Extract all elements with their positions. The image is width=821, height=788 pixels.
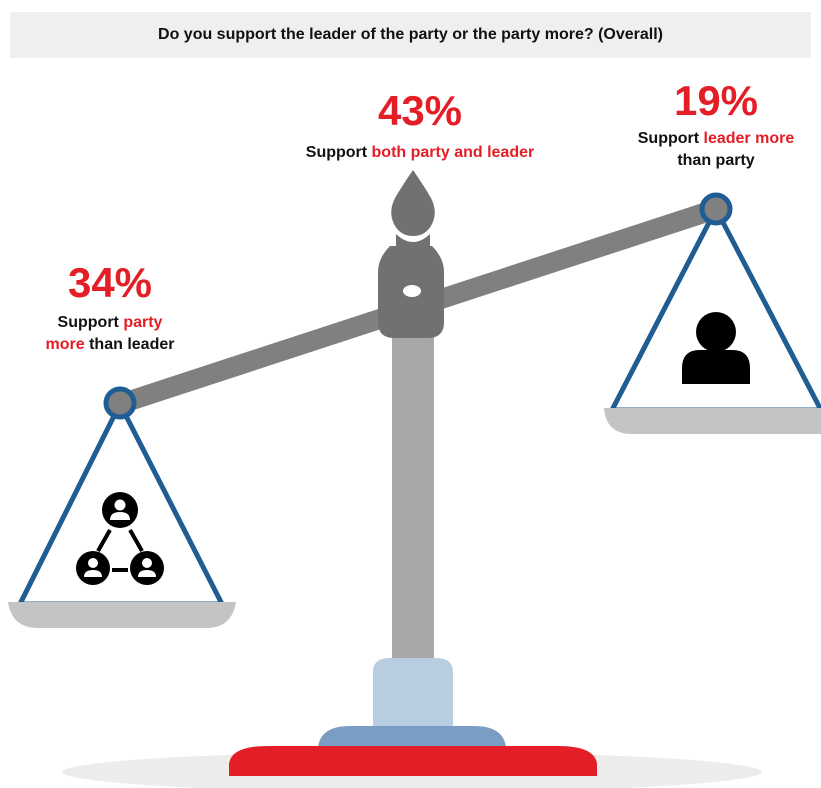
label-party-line2: more than leader: [45, 336, 175, 354]
scale-base-red: [229, 746, 597, 776]
scale-pillar: [392, 330, 434, 675]
scale-neck: [396, 234, 430, 250]
callout-both: 43% Support both party and leader: [230, 90, 610, 164]
scale-finial: [391, 170, 435, 236]
callout-leader: 19% Support leader more than party: [611, 80, 821, 173]
group-network-icon: [76, 492, 164, 585]
label-leader-line2: than party: [677, 152, 755, 170]
label-party: Support party: [57, 314, 163, 331]
person-node-right: [130, 551, 164, 585]
person-icon: [682, 312, 750, 384]
scale-base-middle: [318, 726, 506, 748]
percent-party: 34%: [67, 259, 153, 306]
person-node-top: [102, 492, 138, 528]
percent-both: 43%: [377, 87, 463, 134]
left-pan-dish: [8, 602, 236, 628]
right-pan-dish: [604, 408, 821, 434]
label-leader: Support leader more: [637, 130, 795, 147]
callout-party: 34% Support party more than leader: [10, 262, 210, 357]
left-pivot: [103, 386, 137, 420]
right-pivot: [699, 192, 733, 226]
pivot-hole: [403, 285, 421, 297]
title-bar: Do you support the leader of the party o…: [10, 12, 811, 58]
person-node-left: [76, 551, 110, 585]
scale-base-upper: [373, 658, 453, 730]
label-both: Support both party and leader: [305, 144, 535, 161]
percent-leader: 19%: [673, 77, 759, 124]
chart-title: Do you support the leader of the party o…: [158, 26, 663, 43]
